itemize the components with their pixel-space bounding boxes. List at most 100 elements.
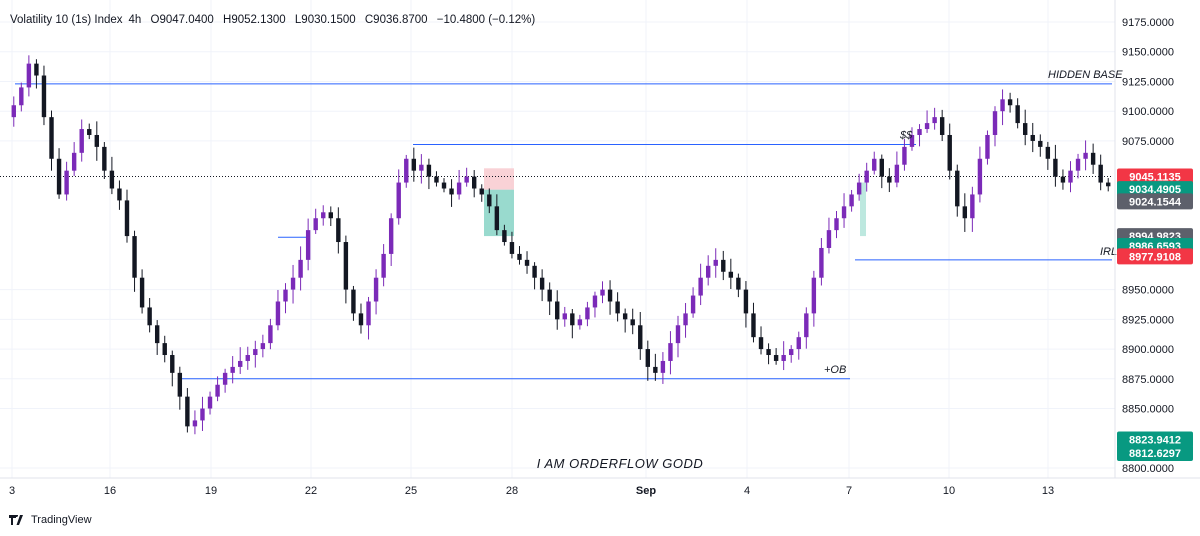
candle-body	[736, 277, 741, 290]
candle-body	[705, 265, 711, 278]
candle-body	[1045, 146, 1051, 159]
date-tick-label: 10	[943, 485, 955, 497]
price-tick-label: 9075.0000	[1122, 136, 1174, 148]
candle-body	[864, 170, 869, 183]
candle-body	[336, 218, 341, 243]
candle-body	[79, 129, 84, 153]
sell-zone-box	[484, 168, 514, 190]
candle-body	[132, 236, 137, 278]
candle-body	[321, 212, 326, 219]
candle-body	[758, 337, 764, 350]
tradingview-logo-icon	[9, 515, 23, 525]
horizontal-levels	[0, 83, 1112, 380]
price-badge-label: 8823.9412	[1129, 435, 1181, 447]
candle-body	[532, 265, 537, 278]
candle-body	[607, 289, 613, 302]
time-axis[interactable]: 3 16 19 22 25 28 Sep 4 7 10 13	[9, 485, 1054, 497]
candle-body	[962, 206, 968, 219]
candle-body	[781, 355, 786, 361]
candle-body	[902, 146, 907, 165]
candle-body	[698, 277, 703, 296]
candle-body	[117, 188, 122, 201]
candle-body	[373, 277, 379, 302]
footer-brand[interactable]: TradingView	[9, 514, 92, 526]
candle-body	[562, 313, 567, 320]
candle-body	[1075, 158, 1081, 171]
candle-body	[343, 242, 349, 290]
candlestick-series	[11, 55, 1111, 435]
candle-body	[26, 63, 32, 88]
price-tick-label: 9125.0000	[1122, 76, 1174, 88]
candle-body	[185, 396, 190, 427]
candle-body	[1106, 182, 1111, 187]
candle-body	[290, 277, 296, 290]
brand-name: TradingView	[31, 514, 92, 526]
candle-body	[879, 158, 884, 177]
candle-body	[970, 194, 975, 219]
candle-body	[283, 289, 288, 302]
symbol-name[interactable]: Volatility 10 (1s) Index	[10, 14, 123, 26]
candle-body	[441, 182, 447, 189]
price-badge	[1117, 193, 1193, 210]
date-tick-label: 19	[205, 485, 217, 497]
candle-body	[1030, 134, 1035, 141]
candle-body	[177, 372, 183, 397]
candle-body	[381, 253, 386, 278]
date-tick-label: 16	[104, 485, 116, 497]
candle-body	[19, 87, 24, 106]
candle-body	[1022, 123, 1028, 135]
candle-body	[509, 242, 515, 254]
candle-body	[260, 343, 266, 350]
candle-body	[811, 277, 817, 314]
candle-body	[743, 289, 749, 314]
interval-label[interactable]: 4h	[128, 14, 142, 26]
candle-body	[894, 164, 900, 183]
candle-body	[207, 396, 213, 409]
candle-body	[977, 158, 983, 195]
ohlc-high: H9052.1300	[223, 14, 286, 26]
date-tick-label: 7	[846, 485, 852, 497]
date-tick-label: 28	[506, 485, 518, 497]
candle-body	[796, 337, 801, 350]
candle-body	[230, 366, 235, 373]
candle-body	[109, 170, 115, 189]
candle-body	[524, 259, 530, 266]
candle-body	[992, 111, 998, 135]
candle-body	[426, 164, 432, 177]
candle-body	[49, 117, 54, 159]
candle-body	[487, 194, 492, 207]
candle-body	[222, 372, 228, 385]
candle-body	[713, 259, 718, 266]
candle-body	[494, 206, 500, 231]
candle-body	[56, 158, 62, 195]
candle-body	[939, 117, 945, 135]
candle-body	[917, 129, 922, 135]
candle-body	[94, 134, 100, 147]
candle-body	[660, 360, 666, 373]
candle-body	[924, 123, 930, 130]
candle-body	[638, 325, 643, 350]
candle-body	[396, 182, 401, 219]
candle-body	[826, 230, 832, 248]
price-badge-label: 9045.1135	[1129, 171, 1180, 183]
chart-header: Volatility 10 (1s) Index 4h O9047.0400 H9…	[10, 14, 541, 26]
candle-body	[245, 355, 250, 361]
candle-body	[64, 170, 69, 195]
candle-body	[773, 355, 779, 361]
price-badge	[1117, 181, 1193, 198]
candle-body	[1000, 99, 1005, 112]
price-tick-label: 8850.0000	[1122, 404, 1174, 416]
price-axis[interactable]: 9175.0000 9150.0000 9125.0000 9100.0000 9075…	[1122, 17, 1174, 475]
price-tick-label: 8900.0000	[1122, 344, 1174, 356]
candle-body	[238, 360, 243, 367]
date-tick-label: 3	[9, 485, 15, 497]
candle-body	[872, 158, 877, 171]
candle-body	[298, 259, 303, 278]
candle-body	[728, 271, 734, 278]
candle-body	[434, 176, 439, 183]
candle-body	[675, 325, 681, 344]
candle-body	[366, 301, 371, 326]
candle-body	[358, 313, 364, 326]
candle-body	[200, 408, 205, 421]
